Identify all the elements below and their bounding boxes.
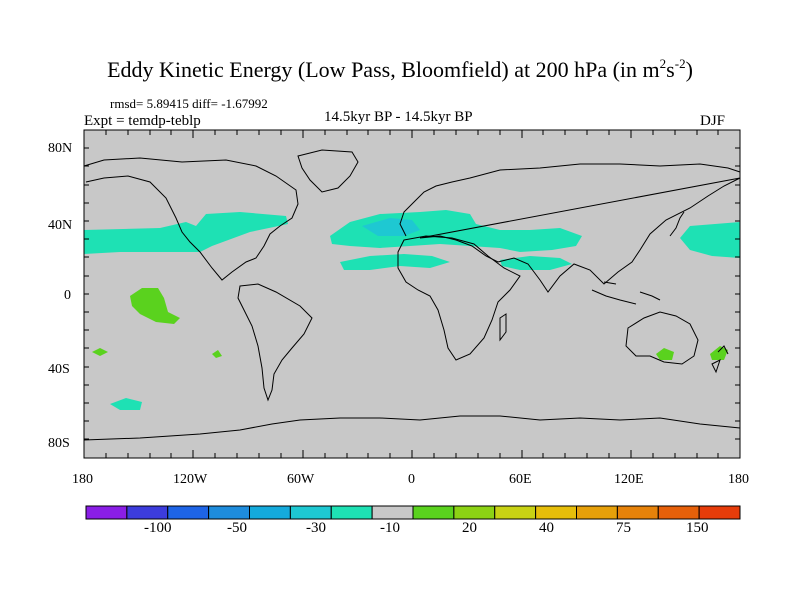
colorbar-box <box>167 505 210 520</box>
colorbar-box <box>494 505 537 520</box>
colorbar-label-40: 40 <box>539 520 554 536</box>
colorbar-box <box>576 505 618 520</box>
right-ticks <box>732 129 740 459</box>
coast-madagascar <box>499 313 507 342</box>
title-sup-1: 2 <box>659 56 667 71</box>
colorbar-box <box>657 505 700 520</box>
negative-core-atlantic <box>362 218 420 236</box>
colorbar-label-20: 20 <box>462 520 477 536</box>
top-ticks <box>83 130 741 138</box>
negative-region-south-pacific <box>110 398 142 410</box>
coast-south-america <box>237 283 313 402</box>
colorbar-box <box>126 505 169 520</box>
coast-new-zealand <box>711 345 729 374</box>
x-label-60e: 60E <box>509 472 532 487</box>
coast-australia <box>625 311 699 365</box>
negative-region-west-pacific <box>680 222 740 258</box>
title-close: ) <box>685 57 693 82</box>
coast-north-america <box>83 157 299 281</box>
colorbar-box <box>289 505 332 520</box>
axis-ticks <box>83 129 741 459</box>
coastlines <box>83 149 741 441</box>
bottom-ticks <box>83 450 741 458</box>
positive-region-east-pacific <box>130 288 180 324</box>
plot-title: Eddy Kinetic Energy (Low Pass, Bloomfiel… <box>0 56 800 83</box>
map-background <box>84 130 740 458</box>
coast-africa <box>397 235 521 361</box>
colorbar-box <box>249 505 291 520</box>
colorbar-label-150: 150 <box>686 520 709 536</box>
colorbar-box <box>453 505 496 520</box>
y-label-40n: 40N <box>48 218 73 233</box>
colorbar-label-m50: -50 <box>227 520 247 536</box>
coast-greenland <box>297 149 359 193</box>
title-main: Eddy Kinetic Energy (Low Pass, Bloomfiel… <box>107 57 660 82</box>
title-sup-2: -2 <box>674 56 686 71</box>
period-label: 14.5kyr BP - 14.5kyr BP <box>324 109 473 125</box>
coast-antarctica <box>83 415 741 441</box>
positive-region-australia <box>656 348 674 360</box>
y-label-80s: 80S <box>48 436 70 451</box>
colorbar-box <box>330 505 373 520</box>
stats-text: rmsd= 5.89415 diff= -1.67992 <box>110 96 268 111</box>
experiment-label: Expt = temdp-teblp <box>84 113 201 129</box>
y-label-80n: 80N <box>48 141 73 156</box>
y-label-40s: 40S <box>48 362 70 377</box>
y-label-0: 0 <box>64 288 71 303</box>
x-label-120w: 120W <box>173 472 208 487</box>
coast-indonesia <box>591 281 661 305</box>
title-mid: s <box>666 57 675 82</box>
x-label-0: 0 <box>408 472 415 487</box>
x-label-120e: 120E <box>614 472 644 487</box>
colorbar-label-m10: -10 <box>380 520 400 536</box>
x-label-180-right: 180 <box>728 472 749 487</box>
left-ticks <box>84 129 92 459</box>
coast-japan <box>669 211 685 237</box>
season-label: DJF <box>700 113 726 129</box>
colorbar <box>85 505 741 520</box>
colorbar-box <box>616 505 659 520</box>
colorbar-box <box>698 505 741 520</box>
colorbar-label-75: 75 <box>616 520 631 536</box>
x-label-180-left: 180 <box>72 472 93 487</box>
x-label-60w: 60W <box>287 472 315 487</box>
colorbar-box <box>412 505 455 520</box>
positive-region-new-zealand <box>710 346 728 360</box>
colorbar-label-m30: -30 <box>306 520 326 536</box>
colorbar-box <box>85 505 128 520</box>
coast-europe-asia <box>399 163 741 293</box>
colorbar-label-m100: -100 <box>144 520 172 536</box>
colorbar-box <box>371 505 414 520</box>
colorbar-box <box>535 505 577 520</box>
colorbar-box <box>208 505 250 520</box>
negative-region-north-pacific <box>84 212 288 254</box>
